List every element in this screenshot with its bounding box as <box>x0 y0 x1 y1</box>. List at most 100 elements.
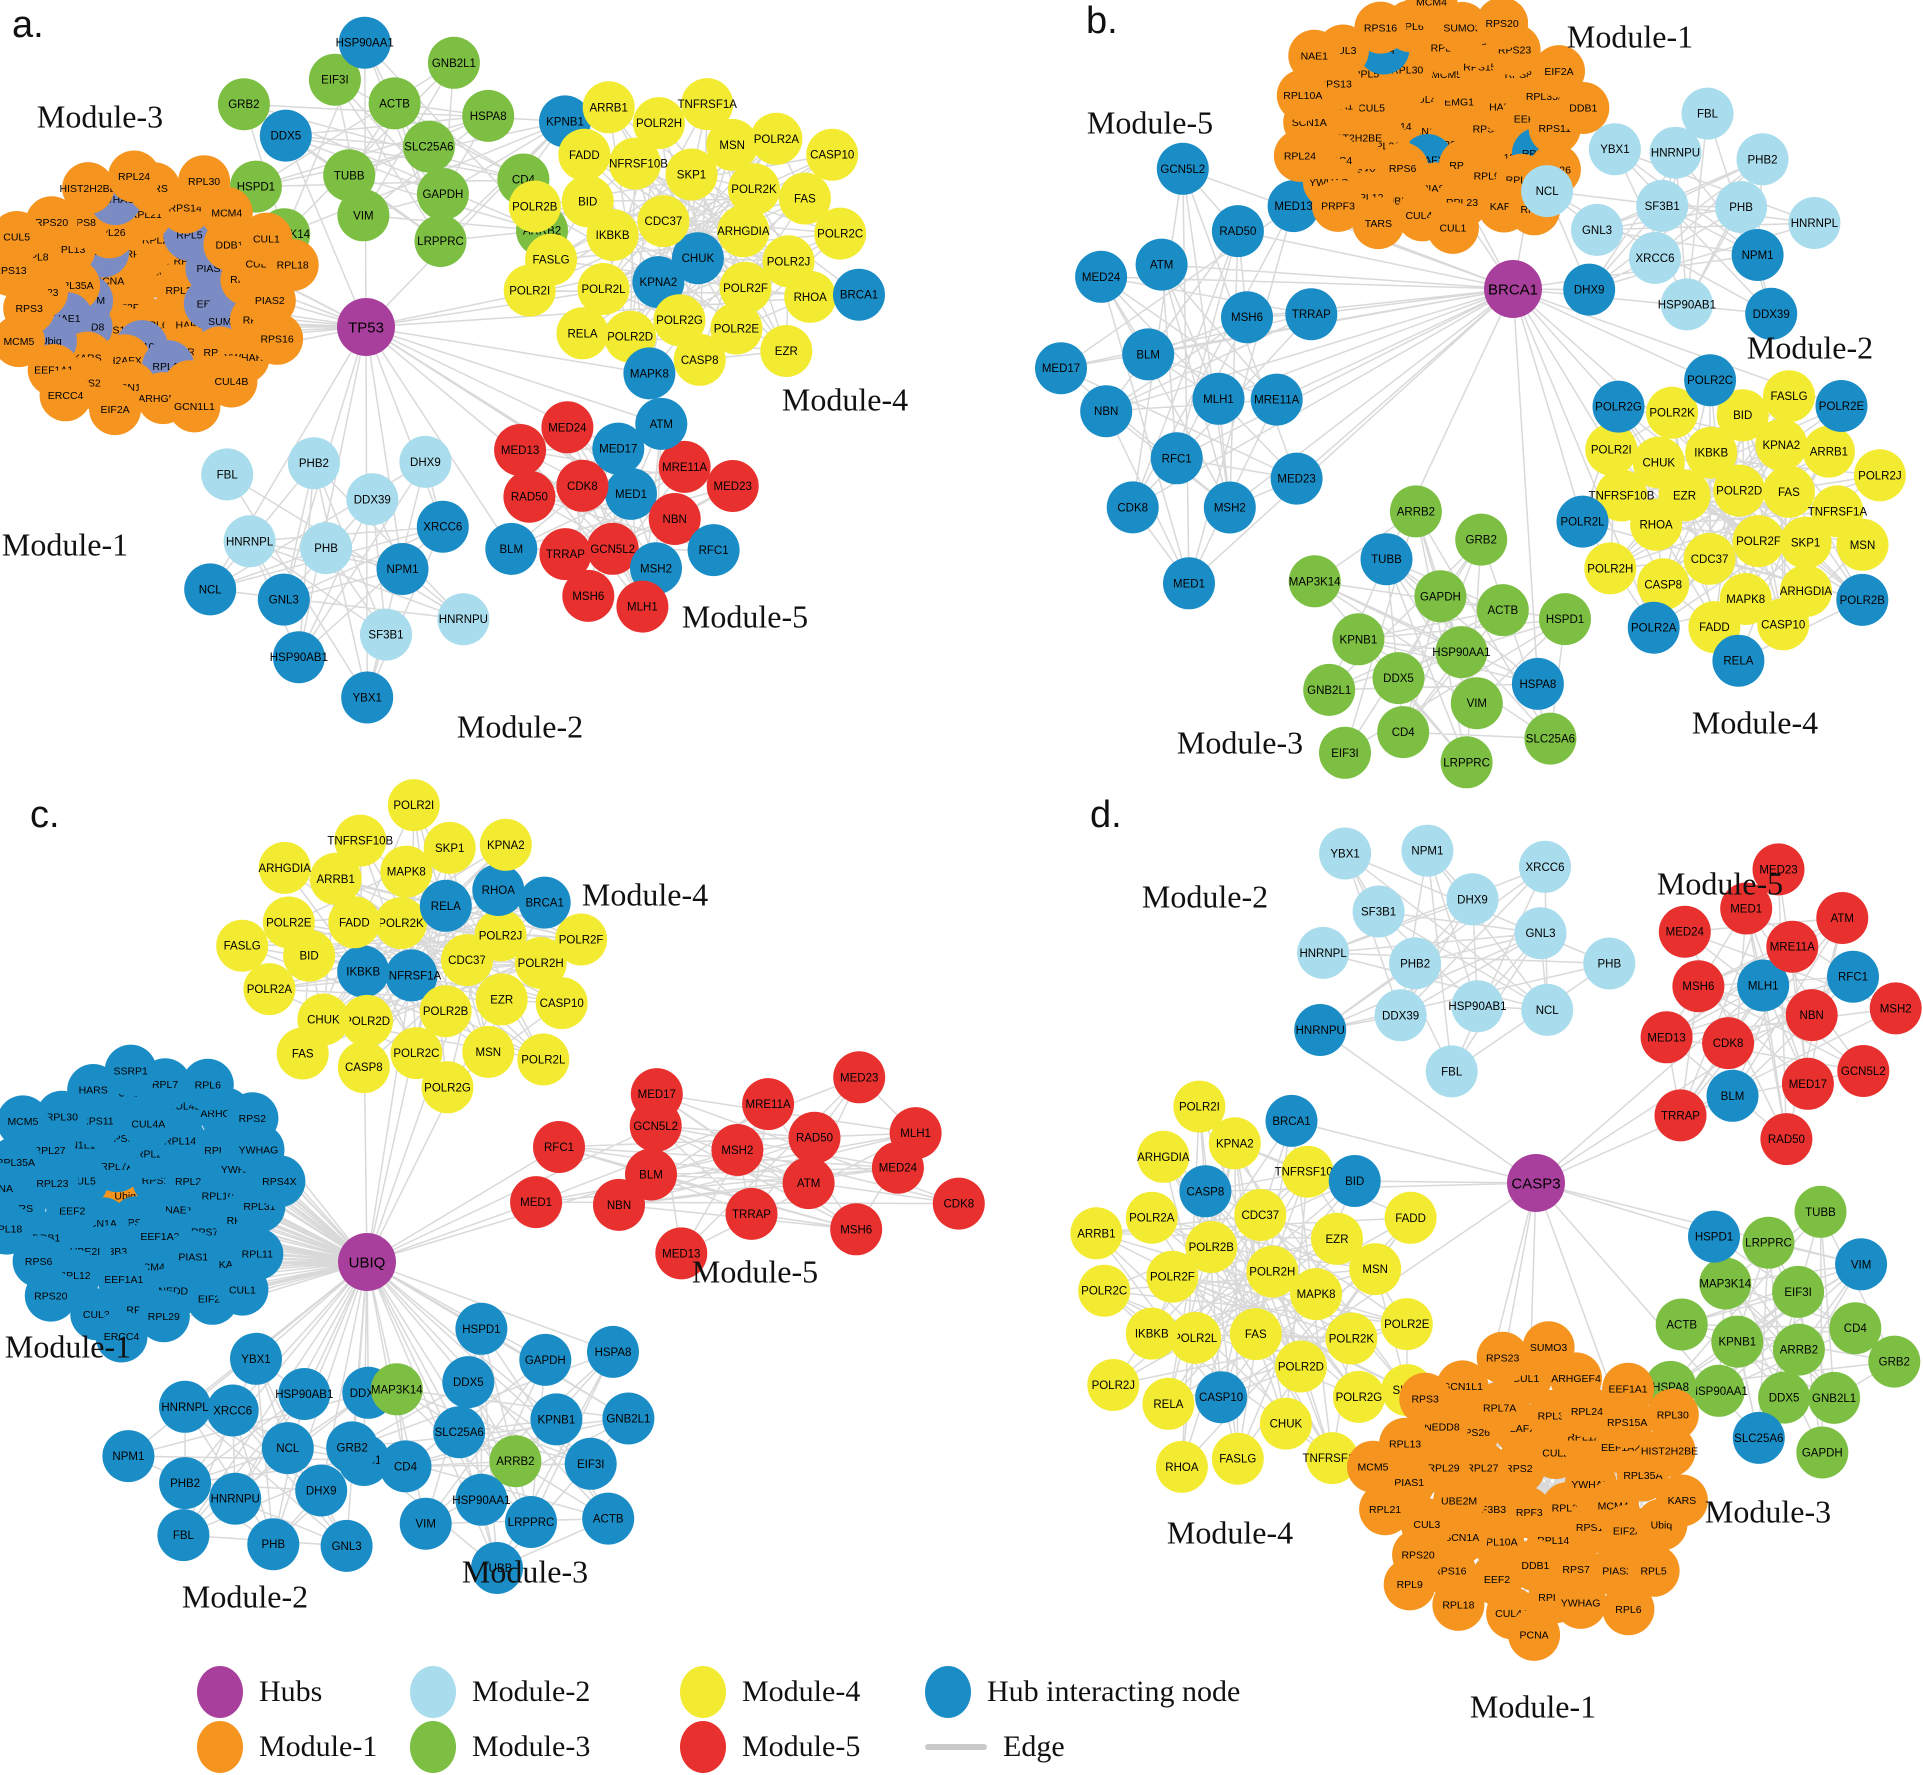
node-rfc1 <box>687 524 740 577</box>
node-label: EIF3I <box>1784 1287 1811 1299</box>
node-label: CUL5 <box>3 232 30 244</box>
node-label: RPL27 <box>1466 1463 1498 1475</box>
node-label: RPS16 <box>260 333 293 345</box>
node-label: TNFRSF1A <box>677 99 737 111</box>
node-label: SCN1A <box>1444 1532 1479 1544</box>
node-med1 <box>1163 557 1215 610</box>
node-label: POLR2I <box>1591 445 1632 457</box>
node-hnrnpl <box>1297 926 1350 979</box>
panel-brca1: MLH1 BLM MSH6 RFC1 ATM MRE11A NBN RAD50 MSH2 MED2… <box>1035 0 1906 789</box>
node-label: RPL18 <box>1442 1600 1474 1612</box>
node-label: HNRNPL <box>1299 948 1347 960</box>
node-label: PIAS1 <box>178 1251 208 1263</box>
node-hsp90aa1 <box>455 1473 508 1526</box>
node-label: MED17 <box>1789 1079 1827 1091</box>
node-label: GAPDH <box>525 1355 566 1367</box>
node-label: TRRAP <box>1292 309 1331 321</box>
node-hnrnpu <box>437 593 490 646</box>
node-label: POLR2J <box>479 930 522 942</box>
node-label: CDC37 <box>448 955 486 967</box>
node-polr2a <box>1125 1191 1178 1244</box>
node-dhx9 <box>1446 873 1499 926</box>
node-gcn5l2 <box>1156 142 1209 195</box>
panel-letter-c: c. <box>30 794 60 836</box>
node-mcm5 <box>1347 1440 1399 1493</box>
node-label: CDK8 <box>1117 502 1148 514</box>
node-label: RELA <box>1153 1399 1183 1411</box>
node-label: ACTB <box>593 1514 624 1526</box>
node-label: GRB2 <box>1879 1357 1910 1369</box>
node-mlh1 <box>616 580 669 633</box>
node-label: POLR2L <box>1173 1333 1218 1345</box>
node-label: ACTB <box>1487 605 1518 617</box>
node-nae1 <box>1288 29 1341 82</box>
node-label: FBL <box>173 1530 195 1542</box>
node-label: GRB2 <box>337 1442 368 1454</box>
node-casp8 <box>1179 1165 1232 1218</box>
node-label: POLR2E <box>1819 401 1865 413</box>
node-rps20 <box>24 1269 77 1322</box>
node-label: POLR2F <box>1736 536 1781 548</box>
node-lrpprc <box>1440 736 1493 789</box>
node-label: MED13 <box>1274 201 1312 213</box>
node-ddx39 <box>346 473 399 526</box>
node-faslg <box>1763 370 1815 423</box>
node-med1 <box>510 1176 563 1229</box>
node-label: MAPK8 <box>1297 1289 1336 1301</box>
hub-node-tp53 <box>337 298 395 356</box>
node-fadd <box>558 128 611 181</box>
node-ncl <box>261 1422 314 1475</box>
node-med17 <box>1035 342 1087 395</box>
node-label: POLR2K <box>378 918 424 930</box>
node-label: POLR2B <box>423 1006 469 1018</box>
node-label: MED24 <box>879 1163 918 1175</box>
node-label: POLR2F <box>723 283 768 295</box>
node-tubb <box>323 149 376 202</box>
node-label: CASP8 <box>345 1062 383 1074</box>
node-hspd1 <box>1539 593 1591 646</box>
node-actb <box>582 1492 635 1545</box>
node-label: ARHGDIA <box>258 863 311 875</box>
node-hsp90aa1 <box>338 16 391 69</box>
node-label: CASP10 <box>1199 1392 1243 1404</box>
node-gapdh <box>519 1333 572 1386</box>
node-label: NCL <box>199 584 223 596</box>
node-label: CUL3 <box>83 1309 110 1321</box>
module-module-1: UbiqRPS16RPS13RPL7ANAE1CN1ARPL26EEF1A2CU… <box>0 1044 306 1363</box>
node-label: CASP10 <box>1761 619 1805 631</box>
node-label: XRCC6 <box>1636 253 1675 265</box>
node-nbn <box>593 1178 645 1231</box>
node-label: GAPDH <box>422 189 463 201</box>
node-label: POLR2I <box>393 800 434 812</box>
node-label: POLR2B <box>1189 1242 1235 1254</box>
node-label: MAPK8 <box>387 867 426 879</box>
node-pcna <box>1508 1608 1561 1661</box>
node-label: MED1 <box>615 489 647 501</box>
node-kpna2 <box>1208 1117 1261 1170</box>
module-module-4: POLR2D POLR2F EZR FAS CDC37 IKBKB SKP1 RHOA KPNA… <box>1556 354 1906 687</box>
node-label: RPS16 <box>1433 1565 1466 1577</box>
node-label: POLR2C <box>1687 375 1733 387</box>
node-med1 <box>605 467 657 520</box>
node-label: MSN <box>719 140 745 152</box>
node-tnfrsf10b <box>1281 1145 1334 1198</box>
node-brca1 <box>1265 1094 1318 1147</box>
node-label: RPL9 <box>1474 170 1500 182</box>
node-label: MED13 <box>1647 1032 1685 1044</box>
node-label: CHUK <box>682 253 715 265</box>
node-atm <box>1816 892 1869 944</box>
node-label: MSH6 <box>1231 312 1263 324</box>
node-rpl30 <box>178 155 231 208</box>
node-label: GNB2L1 <box>1307 685 1351 697</box>
node-fbl <box>157 1509 210 1562</box>
node-label: POLR2L <box>581 284 626 296</box>
node-label: POLR2K <box>1329 1334 1375 1346</box>
node-rpl9 <box>1383 1558 1436 1611</box>
node-label: RPL30 <box>46 1111 78 1123</box>
node-fas <box>778 172 831 225</box>
node-label: DDX39 <box>354 494 391 506</box>
node-label: YWHAG <box>1561 1598 1601 1610</box>
node-tnfrsf10b <box>334 814 387 867</box>
node-label: CASP10 <box>810 150 854 162</box>
node-tnfrsf1a <box>385 949 438 1002</box>
